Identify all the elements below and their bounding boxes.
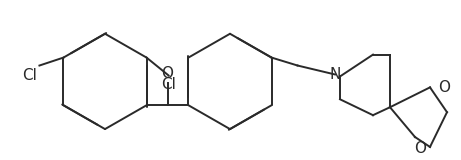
Text: O: O — [438, 80, 450, 95]
Text: N: N — [329, 67, 341, 82]
Text: Cl: Cl — [23, 68, 37, 83]
Text: O: O — [414, 141, 426, 156]
Text: O: O — [161, 66, 173, 81]
Text: Cl: Cl — [161, 77, 176, 92]
